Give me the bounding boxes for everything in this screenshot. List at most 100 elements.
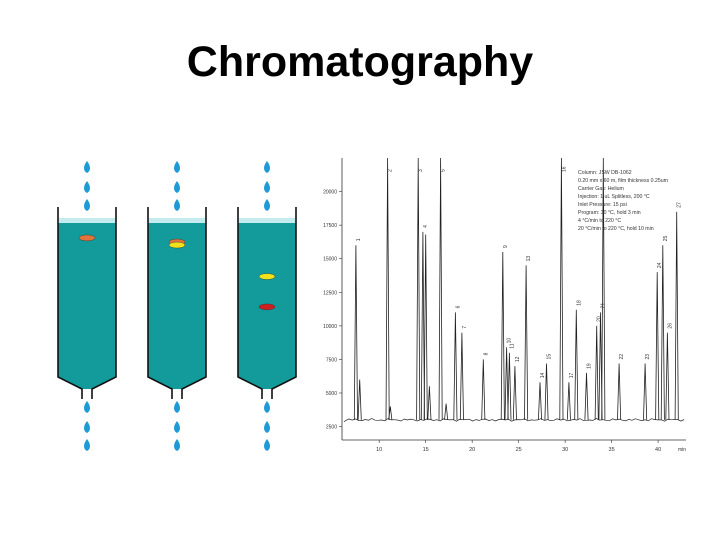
column-1	[57, 207, 117, 399]
y-tick-label: 10000	[323, 324, 337, 330]
method-legend-line: 0.20 mm x 60 m, film thickness 0.25um	[578, 178, 668, 184]
peak	[416, 157, 421, 420]
peak-label: 22	[619, 354, 625, 360]
drop-icon	[174, 161, 180, 173]
peak	[512, 366, 517, 420]
drop-icon	[174, 181, 180, 193]
drop-icon	[174, 199, 180, 211]
drop-icon	[264, 161, 270, 173]
drop-icon	[264, 199, 270, 211]
peak	[504, 347, 509, 420]
peak	[655, 272, 660, 420]
column-wall	[237, 207, 297, 399]
x-tick-label: 15	[423, 447, 429, 453]
method-legend-line: Inlet Pressure: 15 psi	[578, 202, 627, 208]
peak	[453, 312, 458, 420]
peak	[538, 382, 542, 420]
x-tick-label: 40	[655, 447, 661, 453]
column-3	[237, 207, 297, 399]
peak	[423, 234, 428, 420]
peak-label: 20	[597, 316, 603, 322]
y-tick-label: 7500	[326, 357, 337, 363]
peak-label: 24	[657, 262, 663, 268]
peak	[559, 157, 564, 420]
band-yellow	[258, 273, 276, 280]
method-legend-line: Carrier Gas: Helium	[578, 186, 624, 192]
peak	[674, 211, 679, 420]
x-tick-label: 10	[376, 447, 382, 453]
y-tick-label: 5000	[326, 391, 337, 397]
peak-label: 11	[509, 343, 515, 348]
column-liquid	[148, 223, 206, 389]
peak	[574, 309, 579, 420]
method-legend-line: 20 °C/min to 220 °C, hold 10 min	[578, 226, 654, 232]
peak	[420, 231, 425, 420]
drop-icon	[264, 181, 270, 193]
peak-label: 10	[507, 338, 513, 344]
peak	[385, 157, 390, 420]
drop-icon	[264, 439, 270, 451]
peak	[544, 363, 549, 420]
band-orange	[78, 234, 96, 242]
drop-icon	[84, 439, 90, 451]
column-liquid	[58, 223, 116, 389]
column-surface	[238, 218, 296, 223]
drop-icon	[174, 421, 180, 433]
peak-label: 8	[483, 352, 489, 355]
peak-label: 23	[645, 354, 651, 360]
x-unit-label: min	[678, 447, 686, 453]
slide-title: Chromatography	[186, 38, 534, 86]
peak-label: 14	[540, 372, 546, 378]
peak-label: 1	[356, 238, 362, 241]
x-tick-label: 30	[562, 447, 568, 453]
peak	[388, 406, 393, 420]
peak	[601, 157, 606, 420]
peak-label: 15	[547, 354, 553, 360]
peak-label: 5	[441, 169, 447, 172]
drop-icon	[84, 181, 90, 193]
method-legend-line: Injection: 1 uL Splitless, 200 °C	[578, 194, 650, 200]
drop-icon	[264, 421, 270, 433]
peak-label: 21	[600, 303, 606, 309]
column-wall	[147, 207, 207, 399]
peak-label: 25	[663, 236, 669, 242]
peak	[438, 157, 443, 420]
y-tick-label: 17500	[323, 223, 337, 229]
peak	[594, 325, 599, 420]
peak-label: 4	[423, 225, 429, 228]
peak	[584, 372, 589, 420]
peak-label: 6	[455, 305, 461, 308]
peak	[357, 379, 362, 420]
drop-icon	[264, 401, 270, 413]
peak-label: 3	[418, 169, 424, 172]
y-tick-label: 20000	[323, 190, 337, 196]
peak	[665, 332, 670, 420]
peak-label: 13	[526, 256, 532, 262]
x-tick-label: 35	[609, 447, 615, 453]
x-tick-label: 20	[469, 447, 475, 453]
column-2	[147, 207, 207, 399]
band-red	[258, 303, 276, 311]
peak-label: 12	[515, 356, 521, 362]
column-surface	[58, 218, 116, 223]
y-tick-label: 15000	[323, 257, 337, 263]
peak	[524, 265, 529, 420]
peak-label: 16	[561, 166, 567, 172]
peak-label: 9	[503, 245, 509, 248]
peak	[353, 245, 358, 420]
peak	[481, 359, 486, 420]
y-tick-label: 12500	[323, 290, 337, 296]
peak	[660, 245, 665, 420]
peak-label: 2	[388, 169, 394, 172]
peak	[500, 251, 505, 420]
peak	[566, 382, 571, 420]
drop-icon	[84, 421, 90, 433]
drop-icon	[84, 199, 90, 211]
method-legend-line: Column: JSW DB-1062	[578, 170, 632, 176]
peak	[459, 332, 464, 420]
method-legend-line: 4 °C/min to 220 °C	[578, 218, 621, 224]
y-tick-label: 2500	[326, 425, 337, 431]
drop-icon	[84, 401, 90, 413]
peak-label: 7	[462, 326, 468, 329]
